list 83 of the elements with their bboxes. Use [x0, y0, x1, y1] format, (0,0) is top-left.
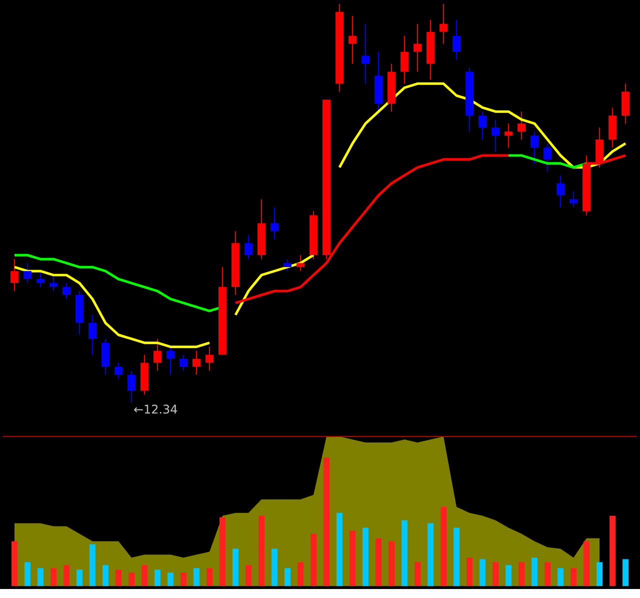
candlestick [556, 174, 565, 208]
bar [154, 570, 160, 586]
bar [610, 516, 616, 586]
bar [518, 562, 525, 586]
candlestick [36, 270, 44, 288]
candlestick [127, 370, 136, 404]
candlestick [452, 19, 460, 60]
candlestick [206, 346, 214, 372]
bar [324, 457, 330, 586]
bar [50, 568, 56, 586]
bar [11, 541, 18, 586]
bar [350, 530, 356, 586]
candlestick [114, 362, 122, 380]
candlestick [492, 119, 500, 152]
bar [246, 565, 252, 586]
bar [336, 512, 342, 586]
bar [466, 558, 473, 586]
candlestick [530, 131, 539, 164]
bar [206, 568, 212, 586]
bar [492, 562, 499, 586]
candlestick [544, 142, 552, 172]
bar [622, 559, 629, 586]
bar [89, 544, 96, 586]
bar [141, 565, 148, 586]
candlestick [400, 35, 408, 84]
bar [596, 562, 603, 586]
bar [284, 568, 290, 586]
bar [428, 523, 434, 586]
candlestick [10, 258, 18, 292]
candlestick [88, 314, 96, 356]
bar [167, 572, 174, 586]
bar [454, 528, 460, 586]
bar [584, 541, 590, 586]
candlestick [62, 282, 70, 300]
bar [362, 528, 368, 586]
bar [63, 565, 70, 586]
bar [272, 548, 278, 586]
bar [232, 548, 238, 586]
bar [558, 568, 564, 586]
bar [258, 516, 264, 586]
bar [128, 572, 134, 586]
bar [388, 541, 394, 586]
candlestick [348, 15, 356, 64]
candlestick [296, 254, 304, 272]
candlestick [478, 111, 486, 140]
candlestick [362, 23, 370, 84]
candlestick [270, 206, 278, 240]
candlestick [166, 346, 174, 376]
bar [220, 517, 226, 586]
bar [544, 562, 551, 586]
candlestick [23, 262, 32, 284]
bar [24, 562, 30, 586]
candlestick [622, 83, 630, 124]
candlestick [414, 23, 422, 72]
candlestick [154, 338, 162, 372]
candlestick [284, 258, 292, 272]
candlestick [440, 3, 448, 44]
candlestick [101, 338, 110, 376]
candlestick [608, 107, 617, 148]
bar [376, 538, 382, 586]
bar [180, 572, 186, 586]
bar [480, 559, 486, 586]
bar [102, 565, 108, 586]
bar [76, 570, 82, 586]
bar [298, 562, 304, 586]
candlestick [570, 190, 578, 208]
candlestick [192, 350, 200, 376]
candlestick [180, 354, 188, 372]
bar [570, 568, 577, 586]
bar [37, 568, 44, 586]
bar [506, 565, 512, 586]
bar [532, 558, 538, 586]
bar [310, 534, 316, 586]
bar [440, 506, 446, 586]
bar [402, 520, 408, 586]
bar [414, 562, 420, 586]
candlestick [49, 274, 58, 292]
candlestick [518, 111, 526, 140]
candlestick [244, 234, 252, 260]
bar [194, 568, 200, 586]
candlestick [504, 123, 513, 148]
bar [115, 570, 122, 586]
annotation: ←12.34 [133, 402, 178, 417]
